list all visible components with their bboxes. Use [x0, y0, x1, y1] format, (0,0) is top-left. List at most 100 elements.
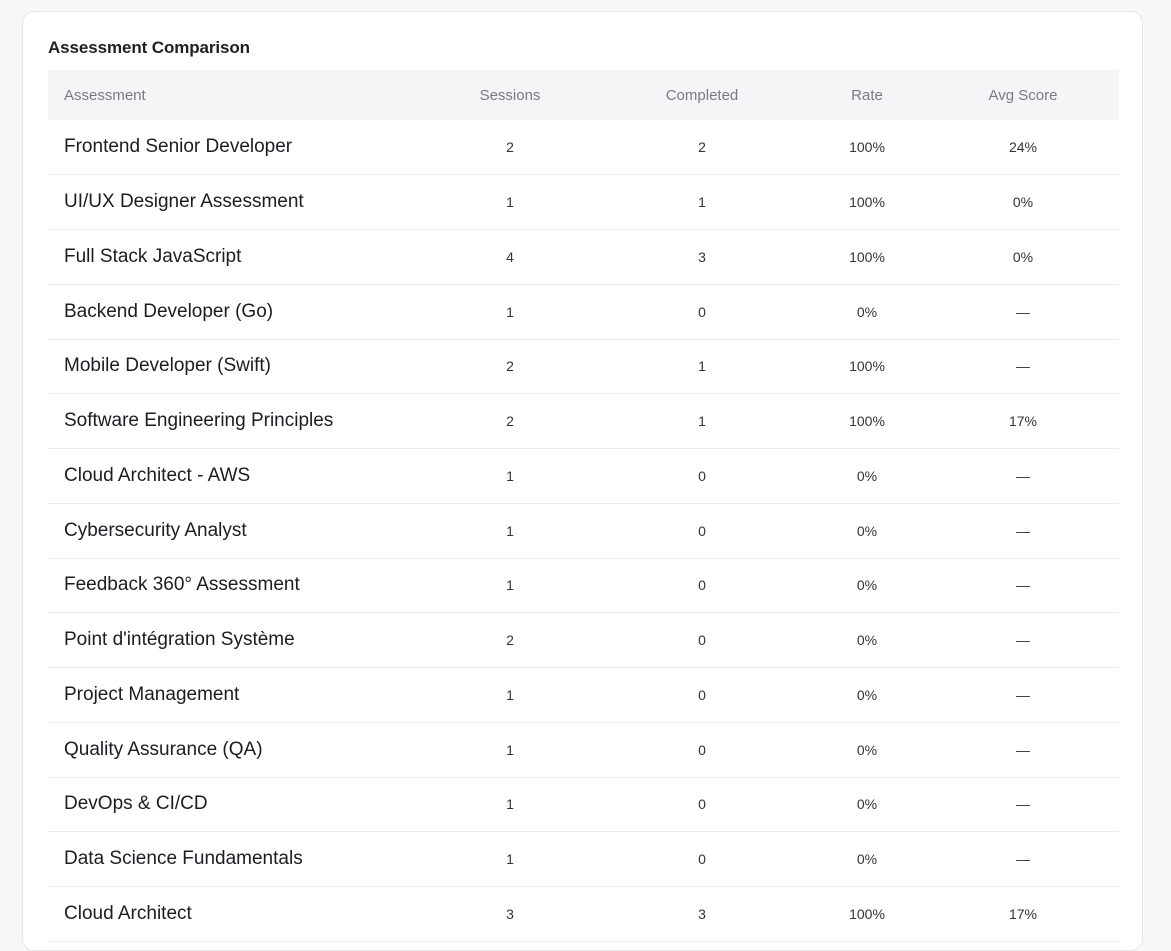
- cell-rate: 0%: [856, 303, 878, 320]
- cell-completed: 0: [698, 632, 706, 649]
- cell-avg-score: —: [1016, 741, 1030, 758]
- table-row: Data Science Fundamentals 1 0 0% —: [48, 832, 1119, 887]
- cell-assessment-name: Point d'intégration Système: [64, 629, 295, 651]
- cell-rate: 0%: [856, 796, 878, 813]
- cell-assessment-name: Cloud Architect - AWS: [64, 464, 251, 486]
- table-row: Frontend Senior Developer 2 2 100% 24%: [48, 120, 1119, 175]
- cell-avg-score: —: [1016, 467, 1030, 484]
- header-sessions: Sessions: [479, 86, 541, 104]
- cell-assessment-name: Full Stack JavaScript: [64, 245, 242, 267]
- assessment-comparison-card: Assessment Comparison Assessment Session…: [22, 11, 1143, 951]
- card-title: Assessment Comparison: [48, 38, 250, 57]
- table-row: UI/UX Designer Assessment 1 1 100% 0%: [48, 175, 1119, 230]
- cell-assessment-name: DevOps & CI/CD: [64, 793, 208, 815]
- cell-completed: 1: [698, 358, 706, 375]
- cell-completed: 0: [698, 522, 706, 539]
- table-row: DevOps & CI/CD 1 0 0% —: [48, 777, 1119, 832]
- cell-assessment-name: Software Engineering Principles: [64, 410, 334, 432]
- cell-rate: 0%: [856, 577, 878, 594]
- cell-sessions: 2: [506, 413, 514, 430]
- table-row: Backend Developer (Go) 1 0 0% —: [48, 284, 1119, 339]
- cell-sessions: 1: [506, 686, 514, 703]
- cell-completed: 3: [698, 905, 706, 922]
- table-row: Cloud Architect 3 3 100% 17%: [48, 887, 1119, 942]
- cell-rate: 100%: [849, 905, 885, 922]
- cell-rate: 0%: [856, 686, 878, 703]
- table-row: Cloud Architect - AWS 1 0 0% —: [48, 449, 1119, 504]
- cell-rate: 0%: [856, 741, 878, 758]
- cell-completed: 0: [698, 303, 706, 320]
- table-row: Software Engineering Principles 2 1 100% 17%: [48, 394, 1119, 449]
- cell-avg-score: —: [1016, 577, 1030, 594]
- cell-avg-score: —: [1016, 686, 1030, 703]
- cell-sessions: 1: [506, 522, 514, 539]
- cell-avg-score: —: [1016, 522, 1030, 539]
- cell-completed: 0: [698, 741, 706, 758]
- table-body: Frontend Senior Developer 2 2 100% 24% UI/UX …: [48, 120, 1119, 942]
- cell-assessment-name: Cybersecurity Analyst: [64, 519, 247, 541]
- cell-avg-score: —: [1016, 796, 1030, 813]
- cell-completed: 3: [698, 248, 706, 265]
- cell-rate: 100%: [849, 194, 885, 211]
- cell-avg-score: —: [1016, 303, 1030, 320]
- cell-sessions: 2: [506, 358, 514, 375]
- cell-sessions: 4: [506, 248, 514, 265]
- cell-sessions: 3: [506, 905, 514, 922]
- cell-sessions: 1: [506, 467, 514, 484]
- header-avg-score: Avg Score: [988, 86, 1058, 104]
- cell-assessment-name: Project Management: [64, 683, 240, 705]
- cell-sessions: 1: [506, 194, 514, 211]
- cell-assessment-name: Quality Assurance (QA): [64, 738, 263, 760]
- cell-avg-score: —: [1016, 851, 1030, 868]
- header-completed: Completed: [665, 86, 739, 104]
- cell-rate: 0%: [856, 467, 878, 484]
- cell-avg-score: 0%: [1012, 248, 1034, 265]
- cell-rate: 100%: [849, 413, 885, 430]
- cell-sessions: 2: [506, 632, 514, 649]
- table-row: Cybersecurity Analyst 1 0 0% —: [48, 503, 1119, 558]
- cell-completed: 0: [698, 686, 706, 703]
- cell-completed: 0: [698, 796, 706, 813]
- table-row: Full Stack JavaScript 4 3 100% 0%: [48, 230, 1119, 285]
- cell-assessment-name: Frontend Senior Developer: [64, 136, 293, 158]
- header-assessment: Assessment: [64, 86, 146, 104]
- cell-rate: 0%: [856, 632, 878, 649]
- assessment-comparison-table: Assessment Sessions Completed Rate Avg S…: [48, 70, 1119, 942]
- cell-completed: 2: [698, 139, 706, 156]
- cell-avg-score: 17%: [1008, 413, 1038, 430]
- cell-avg-score: —: [1016, 358, 1030, 375]
- cell-rate: 100%: [849, 358, 885, 375]
- cell-assessment-name: UI/UX Designer Assessment: [64, 191, 304, 213]
- table-header: Assessment Sessions Completed Rate Avg S…: [48, 70, 1119, 120]
- header-rate: Rate: [851, 86, 883, 104]
- cell-rate: 100%: [849, 139, 885, 156]
- cell-avg-score: 17%: [1008, 905, 1038, 922]
- cell-assessment-name: Backend Developer (Go): [64, 300, 274, 322]
- table-row: Project Management 1 0 0% —: [48, 668, 1119, 723]
- cell-completed: 1: [698, 413, 706, 430]
- table-row: Feedback 360° Assessment 1 0 0% —: [48, 558, 1119, 613]
- table-row: Quality Assurance (QA) 1 0 0% —: [48, 722, 1119, 777]
- cell-assessment-name: Data Science Fundamentals: [64, 848, 303, 870]
- cell-sessions: 1: [506, 741, 514, 758]
- cell-completed: 0: [698, 467, 706, 484]
- cell-completed: 1: [698, 194, 706, 211]
- cell-assessment-name: Cloud Architect: [64, 902, 192, 924]
- cell-sessions: 1: [506, 851, 514, 868]
- cell-rate: 0%: [856, 522, 878, 539]
- cell-rate: 0%: [856, 851, 878, 868]
- cell-completed: 0: [698, 851, 706, 868]
- cell-sessions: 1: [506, 796, 514, 813]
- cell-sessions: 1: [506, 303, 514, 320]
- cell-assessment-name: Mobile Developer (Swift): [64, 355, 271, 377]
- table-row: Point d'intégration Système 2 0 0% —: [48, 613, 1119, 668]
- cell-rate: 100%: [849, 248, 885, 265]
- cell-sessions: 2: [506, 139, 514, 156]
- cell-completed: 0: [698, 577, 706, 594]
- cell-avg-score: 0%: [1012, 194, 1034, 211]
- cell-avg-score: —: [1016, 632, 1030, 649]
- cell-assessment-name: Feedback 360° Assessment: [64, 574, 300, 596]
- header-row: Assessment Sessions Completed Rate Avg S…: [48, 70, 1119, 120]
- cell-sessions: 1: [506, 577, 514, 594]
- table-row: Mobile Developer (Swift) 2 1 100% —: [48, 339, 1119, 394]
